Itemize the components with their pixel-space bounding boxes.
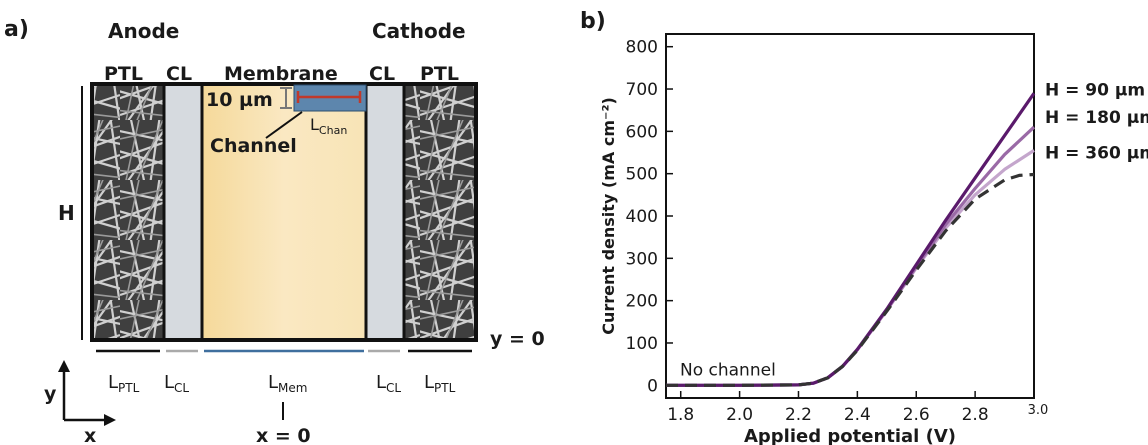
plot-frame <box>665 33 1035 399</box>
length-membrane: LMem <box>268 372 307 395</box>
y-tick-label: 100 <box>626 334 658 354</box>
cl-left-label: CL <box>166 63 192 85</box>
l-chan-sub: Chan <box>319 124 347 137</box>
x-tick-label: 2.0 <box>726 405 753 425</box>
ptl-right-label: PTL <box>420 63 459 85</box>
x-tick-label: 3.0 <box>1028 403 1049 418</box>
length-cl-left: LCL <box>164 372 189 395</box>
y-axis-title: Current density (mA cm⁻²) <box>599 97 618 335</box>
y-zero-label: y = 0 <box>490 328 545 350</box>
cl-left-layer <box>164 84 202 340</box>
channel-label: Channel <box>210 135 297 157</box>
axis-x-label: x <box>84 425 96 445</box>
current-density-chart: 0 100 200 300 400 500 600 700 800 1.8 2.0 2.2 2.4 2.6… <box>599 33 1148 445</box>
length-ptl-left: LPTL <box>108 372 140 395</box>
cell-border <box>90 82 478 342</box>
ptl-left-layer <box>92 84 164 340</box>
x-tick-label: 1.8 <box>667 405 694 425</box>
ptl-left-label: PTL <box>104 63 143 85</box>
svg-text:LChan: LChan <box>310 115 347 137</box>
x-tick-label: 2.4 <box>844 405 871 425</box>
y-tick-label: 700 <box>626 80 658 100</box>
panel-b-label: b) <box>580 9 606 34</box>
cathode-label: Cathode <box>372 19 466 43</box>
y-tick-label: 600 <box>626 122 658 142</box>
l-chan-main: L <box>310 115 319 134</box>
x-tick-label: 2.2 <box>785 405 812 425</box>
series-label-0: H = 90 µm <box>1045 80 1145 100</box>
series-label-1: H = 180 µm <box>1045 108 1148 128</box>
anode-label: Anode <box>108 19 179 43</box>
cl-right-label: CL <box>369 63 395 85</box>
x-tick-label: 2.6 <box>903 405 930 425</box>
x-axis-title: Applied potential (V) <box>744 426 956 445</box>
y-tick-label: 800 <box>626 38 658 58</box>
channel-pointer <box>265 111 303 139</box>
axis-y-label: y <box>44 383 57 405</box>
y-tick-label: 200 <box>626 292 658 312</box>
channel-height-label: 10 µm <box>206 89 273 111</box>
panel-a-label: a) <box>4 17 29 42</box>
series-label-2: H = 360 µm <box>1045 143 1148 163</box>
series-line-1 <box>666 125 1036 387</box>
y-tick-label: 500 <box>626 165 658 185</box>
series-line-3 <box>666 172 1035 387</box>
series-label-3: No channel <box>680 360 776 380</box>
membrane-layer <box>202 84 366 340</box>
x-tick-label: 2.8 <box>962 405 989 425</box>
height-label: H <box>58 201 75 225</box>
series-line-0 <box>666 92 1036 387</box>
y-tick-label: 0 <box>647 376 658 396</box>
length-cl-right: LCL <box>376 372 401 395</box>
ptl-right-layer <box>404 84 476 340</box>
x-zero-label: x = 0 <box>256 425 311 445</box>
cl-right-layer <box>366 84 404 340</box>
membrane-label: Membrane <box>224 63 338 85</box>
y-tick-label: 400 <box>626 207 658 227</box>
length-ptl-right: LPTL <box>424 372 456 395</box>
y-tick-label: 300 <box>626 249 658 269</box>
